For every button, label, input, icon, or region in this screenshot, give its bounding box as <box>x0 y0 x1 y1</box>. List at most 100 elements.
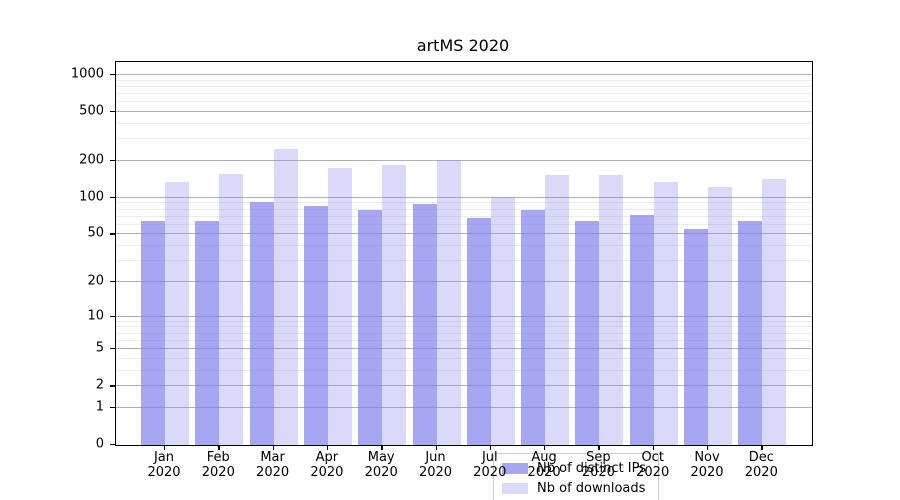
y-tick-mark-20 <box>110 280 115 283</box>
bar-ips-mar <box>249 202 274 445</box>
bar-downloads-oct <box>653 181 678 445</box>
gridline-90 <box>116 202 812 204</box>
legend-swatch-distinct-ips <box>502 462 528 474</box>
bar-downloads-feb <box>219 173 244 445</box>
y-tick-mark-100 <box>110 196 115 199</box>
gridline-900 <box>116 79 812 81</box>
x-tick-mark-jun <box>435 445 437 450</box>
legend: Nb of distinct IPs Nb of downloads <box>493 453 659 500</box>
bar-ips-jun <box>412 204 437 445</box>
gridline-8 <box>116 326 812 328</box>
y-tick-mark-1000 <box>110 74 115 76</box>
bar-ips-may <box>358 209 383 445</box>
gridline-20 <box>116 280 812 282</box>
x-tick-mark-oct <box>652 445 655 450</box>
y-tick-mark-50 <box>110 233 115 235</box>
bar-downloads-aug <box>545 175 570 445</box>
bar-downloads-mar <box>273 148 298 445</box>
x-tick-mark-mar <box>272 445 274 450</box>
x-tick-label-jun: Jun 2020 <box>418 450 453 480</box>
x-tick-label-mar: Mar 2020 <box>256 450 290 480</box>
gridline-80 <box>116 208 812 210</box>
gridline-300 <box>116 138 812 140</box>
chart-title: artMS 2020 <box>416 36 510 55</box>
gridline-500 <box>116 111 812 113</box>
x-tick-label-apr: Apr 2020 <box>310 450 344 480</box>
bar-downloads-dec <box>762 178 787 445</box>
y-tick-mark-200 <box>110 160 115 162</box>
bar-downloads-apr <box>327 168 352 445</box>
bar-downloads-may <box>382 164 407 445</box>
x-tick-mark-sep <box>598 445 600 450</box>
y-tick-label-100: 100 <box>79 189 104 205</box>
gridline-6 <box>116 339 812 341</box>
gridline-400 <box>116 123 812 124</box>
x-tick-mark-dec <box>761 445 763 450</box>
gridline-50 <box>116 233 812 235</box>
bar-ips-apr <box>303 205 328 445</box>
y-tick-label-50: 50 <box>87 225 104 241</box>
x-tick-label-aug: Aug 2020 <box>527 450 561 480</box>
legend-label-distinct-ips: Nb of distinct IPs <box>537 460 646 476</box>
y-axis-labels: 0 1 2 5 10 20 50 100 200 500 1000 <box>0 0 104 500</box>
bar-ips-feb <box>195 220 220 445</box>
plot-area: Nb of distinct IPs Nb of downloads <box>115 61 813 500</box>
y-tick-label-2: 2 <box>95 377 104 393</box>
bar-downloads-jun <box>436 160 461 445</box>
x-tick-label-oct: Oct 2020 <box>636 450 670 480</box>
bar-ips-jan <box>141 221 165 445</box>
x-tick-label-jul: Jul 2020 <box>473 450 507 480</box>
gridline-200 <box>116 160 812 161</box>
gridline-30 <box>116 260 812 262</box>
x-tick-mark-apr <box>326 445 329 450</box>
y-tick-label-1: 1 <box>95 399 104 415</box>
legend-row-distinct-ips: Nb of distinct IPs <box>502 459 646 477</box>
y-tick-label-5: 5 <box>95 340 104 356</box>
bar-downloads-jul <box>490 197 515 445</box>
y-tick-mark-10 <box>110 315 115 317</box>
bar-ips-sep <box>575 221 600 445</box>
x-tick-mark-jan <box>164 445 166 450</box>
y-tick-label-0: 0 <box>95 436 104 452</box>
x-tick-mark-aug <box>544 445 546 450</box>
y-tick-mark-2 <box>110 385 115 387</box>
gridline-9 <box>116 320 812 322</box>
gridline-10 <box>116 315 812 317</box>
bar-ips-jul <box>466 218 491 445</box>
x-tick-label-feb: Feb 2020 <box>201 450 235 480</box>
y-tick-label-200: 200 <box>79 152 104 168</box>
x-tick-label-dec: Dec 2020 <box>744 450 778 480</box>
y-tick-mark-0 <box>110 444 115 446</box>
x-tick-mark-may <box>381 445 383 450</box>
x-tick-mark-feb <box>218 445 220 450</box>
gridline-600 <box>116 101 812 103</box>
bar-ips-oct <box>629 214 654 445</box>
gridline-1 <box>116 406 812 408</box>
bar-ips-dec <box>738 221 763 445</box>
gridline-70 <box>116 215 812 217</box>
bar-ips-aug <box>521 210 546 445</box>
bar-downloads-jan <box>165 181 189 445</box>
y-tick-label-10: 10 <box>87 308 104 324</box>
y-tick-label-20: 20 <box>87 273 104 289</box>
y-tick-label-500: 500 <box>79 103 104 119</box>
gridline-60 <box>116 223 812 225</box>
x-tick-label-sep: Sep 2020 <box>581 450 615 480</box>
gridline-40 <box>116 245 812 247</box>
y-tick-mark-5 <box>110 348 115 350</box>
x-tick-label-jan: Jan 2020 <box>147 450 181 480</box>
gridline-100 <box>116 196 812 198</box>
gridline-5 <box>116 348 812 349</box>
bar-ips-nov <box>684 228 708 445</box>
gridline-7 <box>116 332 812 334</box>
gridline-800 <box>116 85 812 87</box>
gridline-2 <box>116 385 812 387</box>
gridline-4 <box>116 357 812 359</box>
legend-label-downloads: Nb of downloads <box>537 480 646 496</box>
y-tick-mark-1 <box>110 406 115 409</box>
gridline-3 <box>116 369 812 371</box>
y-tick-mark-500 <box>110 111 115 113</box>
gridline-1000 <box>116 74 812 75</box>
legend-swatch-downloads <box>502 482 528 494</box>
